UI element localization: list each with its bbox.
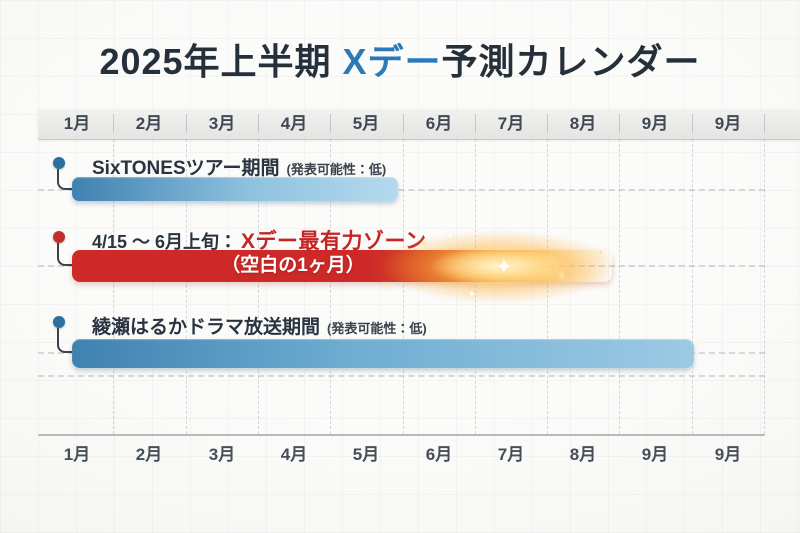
header-divider [258,114,259,133]
row1-note-text: (発表可能性：低) [286,162,387,177]
month-header-9: 9月 [641,114,669,133]
gridline-vertical [186,139,187,434]
gridline-vertical [403,139,404,434]
month-footer-1: 1月 [63,445,91,464]
header-divider [113,114,114,133]
month-header-3: 3月 [208,114,236,133]
title-part1: 2025年上半期 [99,41,343,82]
month-footer-10: 9月 [714,445,742,464]
month-header-2: 2月 [135,114,163,133]
row1-label: SixTONESツアー期間 (発表可能性：低) [92,153,386,180]
month-footer-5: 5月 [352,445,380,464]
row2-bar-text: （空白の1ヶ月） [221,255,365,276]
row2-bullet-dot [53,231,65,243]
row1-label-text: SixTONESツアー期間 [92,158,280,179]
gridline-vertical [692,139,693,434]
gridline-vertical [475,139,476,434]
header-divider [186,114,187,133]
month-footer-8: 8月 [569,445,597,464]
sparkle-icon: ✦ [447,231,454,240]
header-divider [330,114,331,133]
sparkle-icon: ✦ [384,282,391,291]
row1-bar-sixtones-tour [72,177,398,201]
row2-label-prefix: 4/15 ～ 6月上旬： [92,232,238,252]
month-header-6: 6月 [425,114,453,133]
row3-bullet-dot [53,316,65,328]
gridline-vertical [619,139,620,434]
title-highlight: Xデー [342,41,442,82]
row3-connector-line [57,328,72,353]
month-footer-6: 6月 [425,445,453,464]
month-footer-7: 7月 [497,445,525,464]
month-footer-3: 3月 [208,445,236,464]
page-title: 2025年上半期 Xデー予測カレンダー [0,33,800,85]
month-header-7: 7月 [497,114,525,133]
header-divider [547,114,548,133]
row3-bar-drama-period [72,339,694,368]
row1-bullet-dot [53,157,65,169]
header-divider [619,114,620,133]
header-divider [475,114,476,133]
gridline-vertical [764,139,765,434]
month-footer-4: 4月 [280,445,308,464]
header-divider [764,114,765,133]
row3-note-text: (発表可能性：低) [327,321,427,336]
month-header-8: 8月 [569,114,597,133]
header-divider [692,114,693,133]
bottom-axis-line [38,434,765,436]
gridline-vertical [547,139,548,434]
row3-label: 綾瀬はるかドラマ放送期間 (発表可能性：低) [92,312,427,339]
month-header-5: 5月 [352,114,380,133]
gridline-vertical [258,139,259,434]
month-footer-2: 2月 [135,445,163,464]
month-header-4: 4月 [280,114,308,133]
row3-label-text: 綾瀬はるかドラマ放送期間 [92,317,321,338]
row2-bar-xday-zone: （空白の1ヶ月） [72,250,612,282]
gridline-vertical [330,139,331,434]
gridline-vertical [113,139,114,434]
month-header-band [38,108,800,140]
row1-connector-line [57,169,72,190]
month-header-10: 9月 [714,114,742,133]
row2-connector-line [57,243,72,266]
month-footer-9: 9月 [641,445,669,464]
gridline-horizontal [38,375,765,377]
title-part2: 予測カレンダー [441,41,701,82]
gridline-horizontal [38,189,765,191]
header-divider [403,114,404,133]
month-header-1: 1月 [63,114,91,133]
